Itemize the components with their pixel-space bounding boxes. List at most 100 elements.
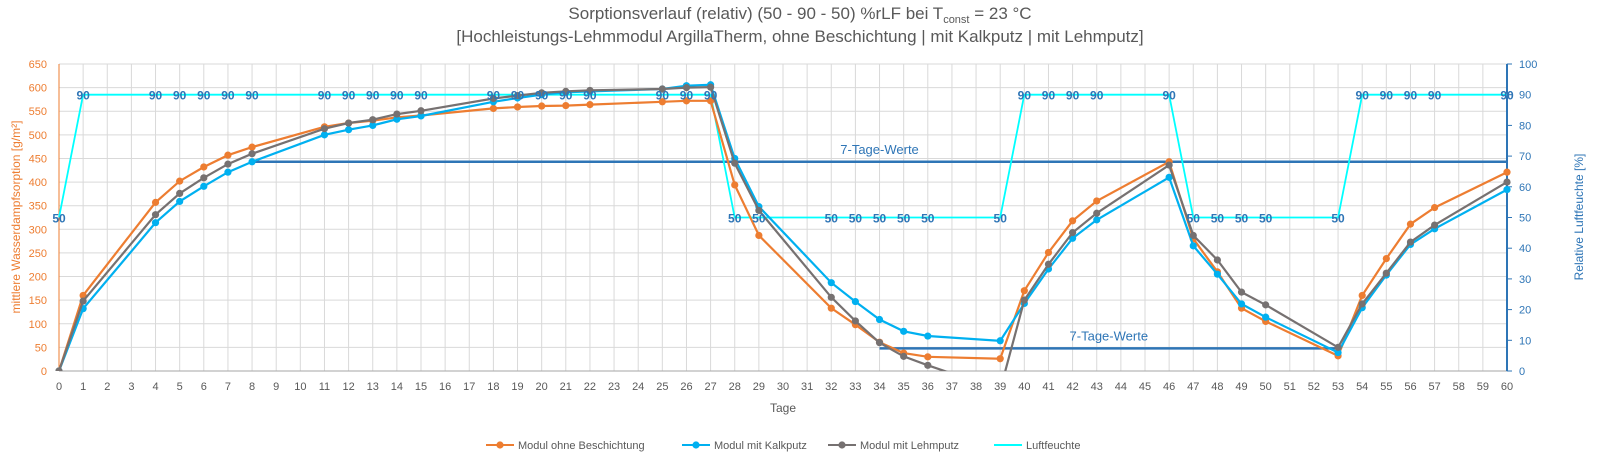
y-axis-label-left: mittlere Wasserdampfsorption [g/m²]	[9, 121, 23, 314]
data-point	[900, 327, 908, 335]
data-point	[224, 160, 232, 168]
x-tick: 12	[342, 381, 354, 393]
humidity-label: 50	[728, 212, 742, 226]
data-point	[851, 297, 860, 306]
data-point	[1189, 231, 1197, 240]
x-tick: 38	[970, 381, 982, 393]
data-point	[1382, 269, 1390, 277]
humidity-label: 90	[680, 89, 694, 103]
data-point	[151, 219, 160, 227]
y-tick-right: 30	[1519, 274, 1531, 286]
data-point	[707, 97, 715, 105]
data-point	[827, 304, 835, 312]
x-tick: 52	[1308, 381, 1320, 393]
x-tick: 29	[753, 381, 765, 393]
y-tick-right: 10	[1519, 335, 1531, 347]
chart-title: Sorptionsverlauf (relativ) (50 - 90 - 50…	[568, 4, 1031, 26]
y-tick-left: 550	[29, 106, 47, 118]
data-point	[151, 198, 160, 206]
y-tick-left: 200	[29, 272, 47, 284]
humidity-label: 90	[511, 89, 525, 103]
x-axis-label: Tage	[770, 401, 796, 415]
legend-label: Modul mit Kalkputz	[714, 440, 807, 452]
data-point	[1334, 343, 1342, 351]
humidity-label: 50	[897, 212, 911, 226]
data-point	[513, 92, 522, 100]
x-tick: 17	[463, 381, 475, 393]
y-tick-right: 80	[1519, 120, 1531, 132]
series-2	[55, 83, 1511, 371]
x-tick: 37	[946, 381, 958, 393]
data-point	[1503, 186, 1511, 194]
x-tick: 43	[1091, 381, 1103, 393]
humidity-label: 90	[1162, 89, 1176, 103]
data-point	[1358, 291, 1366, 300]
reference-label: 7-Tage-Werte	[1070, 328, 1149, 343]
data-point	[248, 143, 256, 151]
humidity-label: 50	[752, 212, 766, 226]
humidity-labels: 50 90 90 90 90 90 90 90 90 90 90 90 90 90 90 90 90 90 90 90…	[52, 89, 1514, 226]
data-point	[924, 353, 932, 361]
data-point	[755, 206, 763, 215]
x-tick: 18	[487, 381, 499, 393]
x-tick: 7	[225, 381, 231, 393]
reference-label: 7-Tage-Werte	[840, 142, 919, 157]
x-tick: 59	[1477, 381, 1489, 393]
x-tick: 56	[1404, 381, 1416, 393]
legend-marker	[692, 441, 700, 449]
x-tick: 36	[922, 381, 934, 393]
x-tick: 5	[177, 381, 183, 393]
data-point	[851, 317, 860, 325]
x-tick: 39	[994, 381, 1006, 393]
data-point	[200, 163, 208, 171]
legend-item: Modul mit Lehmputz	[828, 440, 959, 452]
humidity-label: 90	[173, 89, 187, 103]
x-tick: 14	[391, 381, 403, 393]
x-tick: 47	[1187, 381, 1199, 393]
data-point	[248, 150, 256, 158]
y-tick-right: 90	[1519, 90, 1531, 102]
data-point	[1431, 221, 1439, 229]
y-tick-left: 100	[29, 319, 47, 331]
humidity-label: 90	[245, 89, 259, 103]
humidity-label: 90	[1404, 89, 1418, 103]
x-tick: 20	[536, 381, 548, 393]
data-point	[224, 151, 232, 159]
x-tick: 10	[294, 381, 306, 393]
x-tick: 30	[777, 381, 789, 393]
x-tick: 60	[1501, 381, 1513, 393]
data-point	[924, 361, 932, 369]
legend-label: Modul ohne Beschichtung	[518, 440, 645, 452]
x-tick: 22	[584, 381, 596, 393]
data-point	[731, 159, 739, 167]
series-line	[58, 93, 1507, 219]
data-point	[1431, 203, 1439, 212]
data-point	[1093, 197, 1101, 205]
humidity-label: 50	[1259, 212, 1273, 226]
data-point	[682, 84, 691, 92]
humidity-label: 90	[1066, 89, 1080, 103]
data-point	[996, 355, 1004, 363]
x-tick: 41	[1042, 381, 1054, 393]
data-point	[369, 121, 377, 129]
y-tick-left: 0	[41, 366, 47, 378]
humidity-label: 50	[1187, 212, 1201, 226]
x-tick: 25	[656, 381, 668, 393]
data-point	[586, 86, 594, 95]
y-tick-left: 50	[35, 342, 47, 354]
x-tick: 53	[1332, 381, 1344, 393]
x-tick: 42	[1066, 381, 1078, 393]
data-point	[393, 115, 401, 123]
data-point	[489, 104, 497, 112]
data-point	[1189, 242, 1197, 250]
data-point	[1165, 173, 1173, 181]
humidity-label: 90	[414, 89, 428, 103]
humidity-label: 90	[535, 89, 549, 103]
humidity-label: 90	[221, 89, 235, 103]
data-point	[538, 102, 546, 110]
x-tick: 13	[367, 381, 379, 393]
humidity-label: 90	[1428, 89, 1442, 103]
humidity-label: 90	[342, 89, 356, 103]
humidity-label: 90	[704, 89, 718, 103]
humidity-label: 50	[994, 212, 1008, 226]
